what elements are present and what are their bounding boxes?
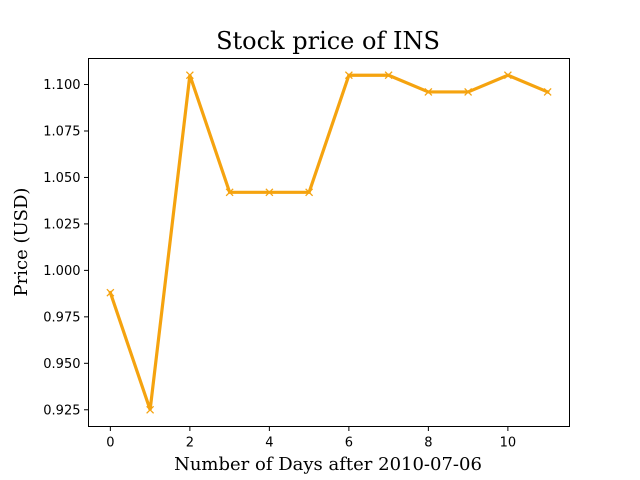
data-point-marker [384, 71, 393, 80]
y-tick-label: 1.000 [43, 264, 80, 279]
y-tick-label: 0.925 [43, 403, 80, 418]
y-axis-label: Price (USD) [11, 188, 32, 297]
data-point-marker [503, 71, 512, 80]
x-axis: 0 2 4 6 8 10 [106, 426, 517, 451]
y-tick-label: 1.075 [43, 124, 80, 139]
series-layer [106, 71, 552, 414]
data-point-marker [464, 87, 473, 96]
y-axis: 0.925 0.950 0.975 1.000 1.025 1.050 1.075 1.100 [43, 78, 89, 418]
data-point-marker [225, 188, 234, 197]
data-point-marker [305, 188, 314, 197]
y-tick-label: 1.100 [43, 78, 80, 93]
y-tick-label: 0.975 [43, 310, 80, 325]
x-tick-label: 6 [345, 436, 353, 451]
x-tick-label: 0 [106, 436, 114, 451]
x-tick-label: 10 [500, 436, 517, 451]
x-tick-label: 2 [186, 436, 194, 451]
plot-area [88, 58, 570, 427]
y-tick-label: 1.050 [43, 171, 80, 186]
data-point-marker [424, 87, 433, 96]
x-axis-label: Number of Days after 2010-07-06 [174, 454, 482, 475]
data-point-marker [106, 288, 115, 297]
y-tick-label: 0.950 [43, 357, 80, 372]
x-tick-label: 8 [424, 436, 432, 451]
series-line [108, 73, 550, 411]
chart-title: Stock price of INS [216, 27, 440, 55]
data-point-marker [344, 71, 353, 80]
data-point-marker [146, 405, 155, 414]
plot-frame [88, 58, 570, 427]
data-point-marker [265, 188, 274, 197]
data-point-marker [543, 87, 552, 96]
y-tick-label: 1.025 [43, 217, 80, 232]
x-tick-label: 4 [265, 436, 273, 451]
data-point-marker [185, 71, 194, 80]
